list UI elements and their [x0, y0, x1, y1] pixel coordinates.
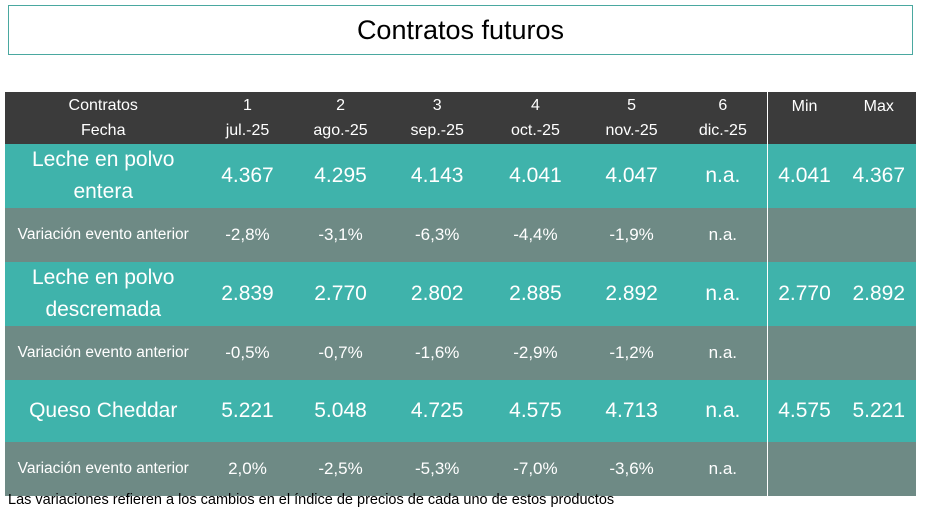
min-cell-empty [766, 208, 842, 262]
value-cell: 2.885 [486, 262, 585, 326]
variation-label: Variación evento anterior [5, 326, 202, 380]
min-cell: 2.770 [766, 262, 842, 326]
min-cell: 4.575 [766, 380, 842, 442]
value-cell: 4.041 [486, 144, 585, 208]
value-cell: 4.713 [584, 380, 680, 442]
value-cell: 4.143 [387, 144, 487, 208]
min-cell-empty [766, 442, 842, 496]
value-cell: 4.295 [293, 144, 388, 208]
footnote: Las variaciones refieren a los cambios e… [8, 492, 615, 508]
variation-cell: -1,2% [584, 326, 680, 380]
variation-cell: -6,3% [387, 208, 487, 262]
max-cell: 2.892 [841, 262, 916, 326]
max-cell-empty [841, 208, 916, 262]
variation-row-leche-descremada: Variación evento anterior -0,5% -0,7% -1… [5, 326, 916, 380]
product-name: Leche en polvo entera [5, 144, 202, 208]
variation-cell: n.a. [679, 208, 768, 262]
min-cell-empty [766, 326, 842, 380]
product-row-queso-cheddar: Queso Cheddar 5.221 5.048 4.725 4.575 4.… [5, 380, 916, 442]
header-label-cell: Contratos Fecha [5, 92, 202, 144]
product-row-leche-descremada: Leche en polvo descremada 2.839 2.770 2.… [5, 262, 916, 326]
max-cell-empty [841, 326, 916, 380]
variation-cell: n.a. [679, 442, 768, 496]
header-contract-5: 5 nov.-25 [584, 92, 680, 144]
min-cell: 4.041 [766, 144, 842, 208]
variation-row-leche-entera: Variación evento anterior -2,8% -3,1% -6… [5, 208, 916, 262]
product-name: Queso Cheddar [5, 380, 202, 442]
variation-cell: -0,5% [201, 326, 294, 380]
header-contract-3: 3 sep.-25 [387, 92, 487, 144]
variation-cell: n.a. [679, 326, 768, 380]
max-cell-empty [841, 442, 916, 496]
variation-cell: -4,4% [486, 208, 585, 262]
value-cell: 2.839 [201, 262, 294, 326]
variation-cell: -2,8% [201, 208, 294, 262]
variation-cell: -7,0% [486, 442, 585, 496]
value-cell: 2.802 [387, 262, 487, 326]
value-cell: 5.221 [201, 380, 294, 442]
header-contract-6: 6 dic.-25 [679, 92, 768, 144]
value-cell: 4.367 [201, 144, 294, 208]
variation-cell: -3,1% [293, 208, 388, 262]
variation-cell: -5,3% [387, 442, 487, 496]
variation-label: Variación evento anterior [5, 442, 202, 496]
value-cell: 5.048 [293, 380, 388, 442]
value-cell: 2.770 [293, 262, 388, 326]
value-cell: 4.725 [387, 380, 487, 442]
variation-cell: -0,7% [293, 326, 388, 380]
variation-cell: -1,9% [584, 208, 680, 262]
value-cell: 4.575 [486, 380, 585, 442]
variation-cell: -1,6% [387, 326, 487, 380]
max-cell: 5.221 [841, 380, 916, 442]
max-cell: 4.367 [841, 144, 916, 208]
page-title: Contratos futuros [8, 5, 913, 55]
header-max: Max [841, 92, 916, 144]
value-cell: 4.047 [584, 144, 680, 208]
value-cell: 2.892 [584, 262, 680, 326]
header-row: Contratos Fecha 1 jul.-25 2 ago.-25 3 sep.-… [5, 92, 916, 144]
value-cell: n.a. [679, 262, 768, 326]
variation-cell: -2,9% [486, 326, 585, 380]
value-cell: n.a. [679, 144, 768, 208]
product-name: Leche en polvo descremada [5, 262, 202, 326]
date-label: Fecha [81, 122, 126, 139]
header-contract-4: 4 oct.-25 [486, 92, 585, 144]
header-contract-1: 1 jul.-25 [201, 92, 294, 144]
variation-cell: 2,0% [201, 442, 294, 496]
product-row-leche-entera: Leche en polvo entera 4.367 4.295 4.143 … [5, 144, 916, 208]
variation-row-queso-cheddar: Variación evento anterior 2,0% -2,5% -5,… [5, 442, 916, 496]
variation-cell: -2,5% [293, 442, 388, 496]
header-min: Min [766, 92, 842, 144]
header-contract-2: 2 ago.-25 [293, 92, 388, 144]
variation-cell: -3,6% [584, 442, 680, 496]
contracts-label: Contratos [68, 97, 138, 114]
value-cell: n.a. [679, 380, 768, 442]
futures-table: Contratos Fecha 1 jul.-25 2 ago.-25 3 sep.-… [5, 92, 916, 496]
variation-label: Variación evento anterior [5, 208, 202, 262]
